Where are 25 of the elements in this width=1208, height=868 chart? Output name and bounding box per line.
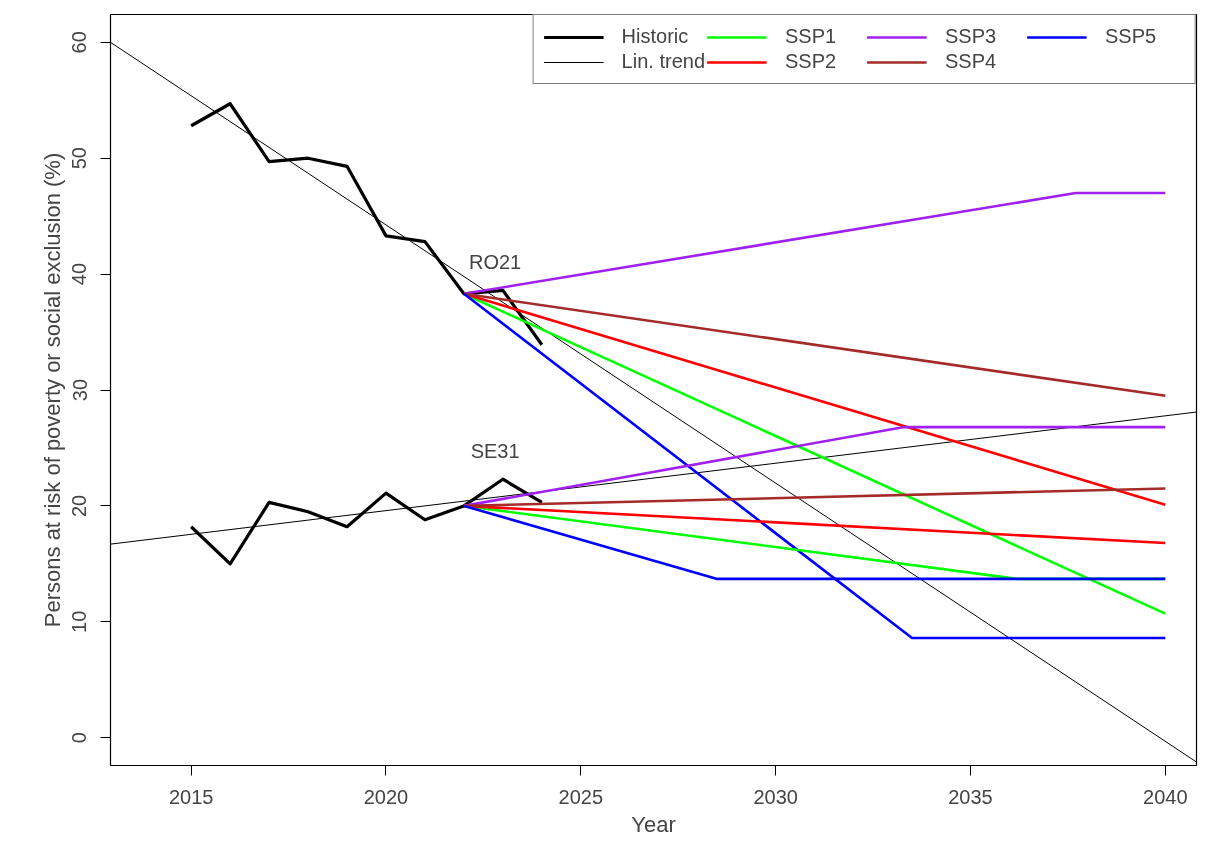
y-tick-label: 0 — [68, 732, 91, 744]
legend-label: SSP1 — [785, 25, 838, 48]
x-axis-title: Year — [631, 811, 676, 837]
x-tick-label: 2035 — [948, 785, 993, 808]
y-tick-label: 30 — [68, 378, 91, 402]
y-tick-label: 50 — [68, 147, 91, 170]
x-tick-label: 2030 — [753, 785, 798, 808]
annotation: SE31 — [470, 439, 520, 462]
legend-label: Lin. trend — [621, 50, 705, 73]
x-tick-label: 2020 — [363, 785, 409, 808]
x-tick-label: 2040 — [1143, 785, 1188, 808]
y-tick-label: 40 — [68, 262, 91, 286]
legend-label: SSP4 — [945, 50, 998, 73]
x-tick-label: 2025 — [558, 785, 604, 808]
legend-label: Historic — [621, 25, 690, 48]
legend-label: SSP2 — [785, 50, 838, 73]
annotation: RO21 — [468, 250, 522, 273]
legend-label: SSP5 — [1105, 25, 1158, 48]
legend-label: SSP3 — [945, 25, 998, 48]
y-axis-title: Persons at risk of poverty or social exclusion (%) — [39, 152, 65, 628]
y-tick-label: 20 — [68, 494, 91, 518]
y-tick-label: 60 — [68, 31, 91, 54]
line-series — [189, 102, 544, 347]
x-tick-label: 2015 — [168, 785, 214, 808]
y-tick-label: 10 — [68, 610, 91, 633]
